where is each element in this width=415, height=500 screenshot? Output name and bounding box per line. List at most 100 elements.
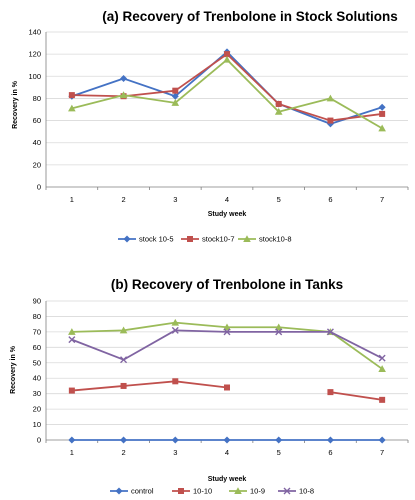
legend-label: stock 10-5	[139, 235, 174, 244]
series-line	[71, 53, 383, 122]
series-10-9	[68, 318, 386, 372]
legend-entry: 10-8	[278, 487, 314, 496]
data-point	[172, 87, 179, 94]
legend-entry: stock 10-5	[118, 235, 174, 244]
data-point	[171, 326, 179, 334]
data-point	[171, 99, 180, 106]
data-point	[379, 396, 386, 403]
data-point	[120, 382, 127, 389]
x-axis-label: Study week	[208, 476, 247, 483]
x-tick-label: 5	[277, 448, 281, 457]
data-point	[119, 91, 128, 99]
y-axis-label: Recovery in %	[10, 345, 17, 394]
x-tick-label: 1	[70, 448, 74, 457]
y-tick-label: 10	[33, 420, 41, 429]
data-point	[224, 384, 230, 391]
y-tick-label: 20	[33, 405, 41, 414]
legend-marker	[283, 487, 291, 495]
x-tick-label: 1	[70, 195, 74, 204]
data-point	[120, 436, 128, 444]
y-tick-label: 70	[33, 327, 41, 336]
y-tick-label: 80	[33, 312, 41, 321]
data-point	[378, 365, 386, 372]
legend-marker	[178, 488, 184, 494]
legend-label: control	[131, 487, 154, 496]
data-point	[172, 378, 179, 385]
y-tick-label: 40	[33, 374, 41, 383]
data-point	[68, 104, 76, 112]
data-point	[68, 387, 75, 394]
data-point	[223, 55, 231, 63]
data-point	[275, 436, 283, 444]
legend: stock 10-5 stock10-7 stock10-8	[118, 235, 292, 244]
x-tick-label: 7	[380, 195, 384, 204]
legend-label: 10-8	[299, 487, 314, 496]
x-tick-label: 4	[225, 448, 229, 457]
data-point	[326, 94, 335, 102]
y-tick-label: 40	[33, 138, 41, 147]
data-point	[326, 328, 334, 336]
data-point	[120, 356, 128, 364]
chart-recovery-tanks: (b) Recovery of Trenbolone in Tanks Reco…	[10, 277, 409, 496]
data-point	[274, 107, 283, 115]
data-point	[68, 436, 76, 444]
data-point	[378, 124, 386, 132]
data-point	[275, 328, 283, 336]
data-point	[378, 354, 386, 362]
data-point	[120, 75, 128, 82]
legend-marker	[187, 236, 193, 242]
series-control	[68, 436, 386, 444]
x-tick-label: 6	[328, 195, 332, 204]
data-point	[378, 103, 386, 111]
data-point	[171, 318, 180, 326]
y-tick-label: 60	[33, 116, 41, 125]
data-point	[326, 436, 334, 444]
legend-label: stock10-7	[202, 235, 235, 244]
data-point	[378, 436, 386, 444]
y-tick-label: 50	[33, 358, 41, 367]
series-line	[71, 380, 228, 392]
y-tick-label: 0	[37, 183, 41, 192]
x-axis-label: Study week	[208, 211, 247, 218]
series-line	[71, 58, 383, 130]
x-tick-label: 3	[173, 195, 177, 204]
data-point	[171, 436, 179, 444]
y-tick-label: 0	[37, 436, 41, 445]
data-point	[223, 436, 231, 444]
legend-marker	[123, 235, 131, 243]
data-point	[119, 326, 128, 334]
legend-entry: control	[110, 487, 154, 496]
data-point	[327, 389, 334, 396]
series-line	[330, 391, 383, 401]
legend-label: stock10-8	[259, 235, 292, 244]
chart-title: (a) Recovery of Trenbolone in Stock Solu…	[102, 9, 398, 24]
series-line	[71, 51, 383, 125]
legend: control 10-10 10-9 10-8	[110, 487, 314, 496]
legend-label: 10-9	[250, 487, 265, 496]
x-tick-label: 6	[328, 448, 332, 457]
x-tick-label: 7	[380, 448, 384, 457]
legend-entry: 10-9	[229, 487, 265, 496]
chart-title: (b) Recovery of Trenbolone in Tanks	[111, 277, 343, 292]
x-tick-label: 2	[121, 195, 125, 204]
legend-entry: stock10-7	[181, 235, 235, 244]
legend-entry: stock10-8	[238, 235, 292, 244]
data-point	[379, 110, 386, 117]
data-point	[68, 328, 76, 335]
legend-label: 10-10	[193, 487, 212, 496]
data-point	[224, 51, 230, 58]
y-tick-label: 120	[28, 50, 41, 59]
x-tick-label: 5	[277, 195, 281, 204]
data-point	[68, 336, 76, 344]
series-stock10-8	[68, 55, 386, 132]
y-tick-label: 100	[28, 72, 41, 81]
data-point	[327, 117, 334, 124]
data-point	[223, 323, 231, 331]
legend-marker	[234, 487, 242, 494]
data-point	[223, 328, 231, 336]
y-tick-label: 30	[33, 389, 41, 398]
legend-entry: 10-10	[172, 487, 212, 496]
data-point	[275, 100, 282, 107]
y-axis-label: Recovery in %	[12, 80, 19, 129]
